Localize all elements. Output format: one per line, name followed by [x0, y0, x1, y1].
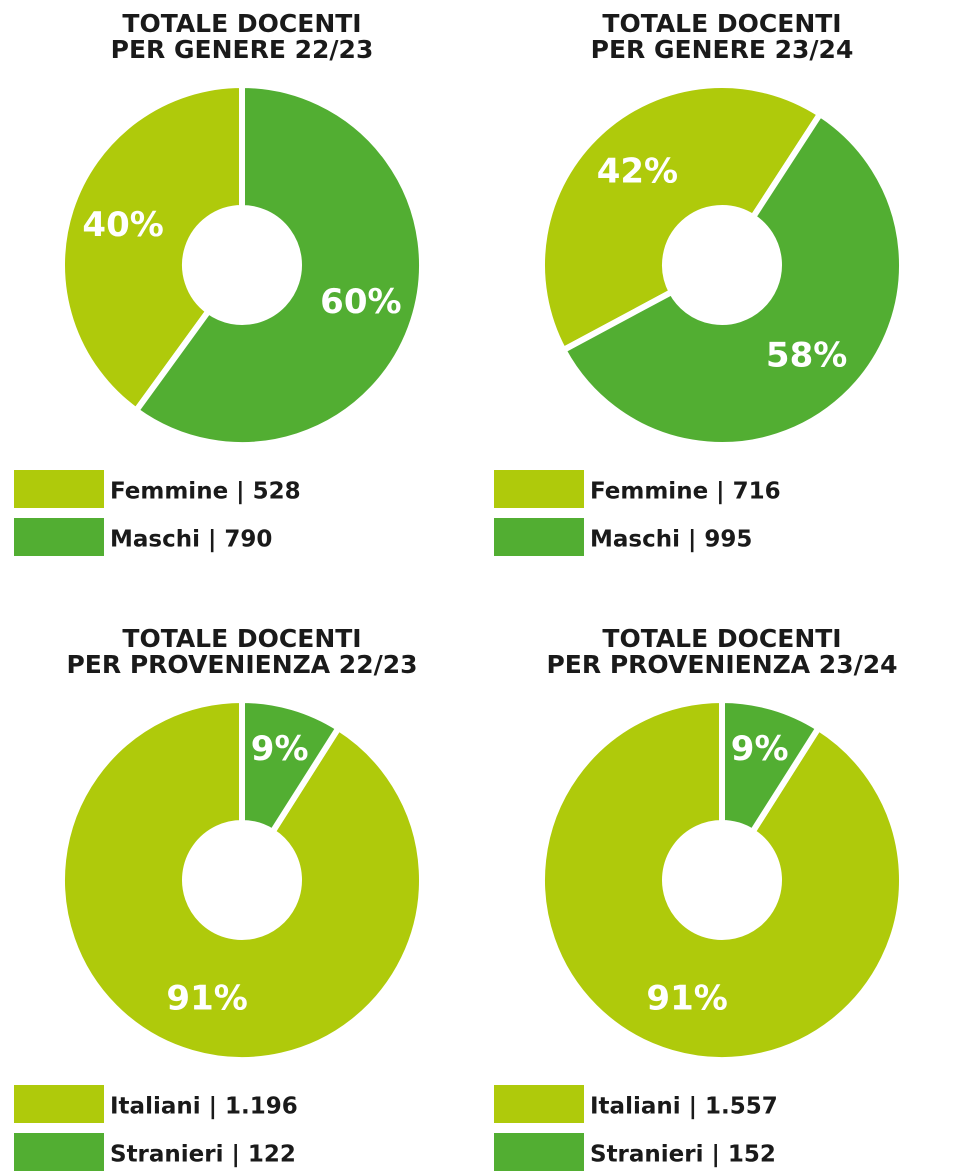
legend-label: Maschi | 995 — [590, 527, 752, 553]
pie-slice — [132, 81, 425, 448]
pie-slice — [559, 109, 905, 448]
chart-title: PER GENERE 23/24 — [591, 35, 854, 64]
value-label: 40% — [82, 205, 163, 245]
legend-swatch — [494, 518, 584, 556]
pie-slice — [719, 696, 823, 837]
value-label: 58% — [766, 336, 847, 376]
legend-swatch — [494, 1085, 584, 1123]
value-label: 42% — [597, 151, 678, 191]
legend-swatch — [14, 1133, 104, 1171]
value-label: 91% — [646, 979, 727, 1019]
legend-label: Stranieri | 122 — [110, 1142, 296, 1168]
legend-label: Italiani | 1.196 — [110, 1094, 298, 1120]
chart-title: TOTALE DOCENTI — [122, 9, 361, 38]
value-label: 91% — [166, 979, 247, 1019]
legend-label: Italiani | 1.557 — [590, 1094, 778, 1120]
legend-swatch — [494, 1133, 584, 1171]
value-label: 9% — [251, 729, 309, 769]
legend-label: Femmine | 716 — [590, 479, 781, 505]
legend-label: Femmine | 528 — [110, 479, 301, 505]
pie-slice — [59, 81, 245, 415]
pie-slice — [539, 696, 905, 1063]
chart-title: TOTALE DOCENTI — [602, 9, 841, 38]
value-label: 60% — [320, 282, 401, 322]
chart-title: PER GENERE 22/23 — [111, 35, 374, 64]
chart-title: TOTALE DOCENTI — [122, 624, 361, 653]
legend-label: Maschi | 790 — [110, 527, 272, 553]
legend-label: Stranieri | 152 — [590, 1142, 776, 1168]
legend-swatch — [14, 470, 104, 508]
legend-swatch — [14, 1085, 104, 1123]
value-label: 9% — [731, 729, 789, 769]
chart-title: TOTALE DOCENTI — [602, 624, 841, 653]
pie-slice — [59, 696, 425, 1063]
chart-title: PER PROVENIENZA 23/24 — [546, 650, 897, 679]
chart-title: PER PROVENIENZA 22/23 — [66, 650, 417, 679]
pie-slice — [539, 82, 825, 355]
legend-swatch — [494, 470, 584, 508]
legend-swatch — [14, 518, 104, 556]
pie-slice — [239, 696, 343, 837]
